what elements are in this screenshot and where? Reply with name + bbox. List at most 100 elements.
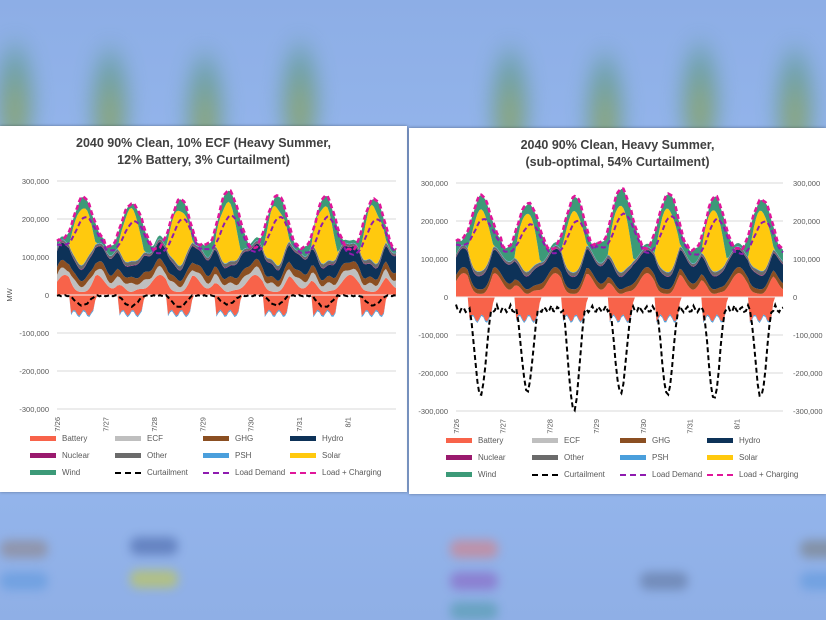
x-tick-label: 7/31 [686, 419, 695, 434]
legend-item-wind: Wind [446, 470, 496, 479]
legend-item-load-demand: Load Demand [620, 470, 702, 479]
x-tick-label: 7/28 [150, 417, 159, 432]
x-tick-label: 8/1 [732, 419, 741, 429]
blurred-legend-swatch [450, 540, 498, 558]
y2-tick-label: 0 [793, 293, 797, 302]
blurred-legend-swatch [450, 602, 498, 620]
area-battery [456, 273, 783, 297]
legend-label: Curtailment [147, 468, 188, 477]
y2-tick-label: -300,000 [793, 407, 823, 416]
legend-swatch [203, 453, 229, 458]
legend-swatch [446, 472, 472, 477]
x-tick-label: 7/26 [452, 419, 461, 434]
legend-item-other: Other [532, 453, 584, 462]
y-tick-label: 100,000 [421, 255, 448, 264]
blurred-peak [678, 35, 722, 145]
area-ecf [57, 265, 396, 292]
legend-swatch [203, 436, 229, 441]
x-tick-label: 7/27 [499, 419, 508, 434]
legend-label: Load + Charging [322, 468, 382, 477]
legend-label: Solar [739, 453, 758, 462]
area-solar [57, 201, 396, 266]
chart-title-left: 2040 90% Clean, 10% ECF (Heavy Summer, 1… [0, 135, 407, 169]
legend-label: Load Demand [235, 468, 286, 477]
y2-tick-label: 100,000 [793, 255, 820, 264]
area-battery [57, 274, 396, 295]
legend-swatch [532, 473, 558, 476]
legend-item-solar: Solar [707, 453, 758, 462]
y2-tick-label: -200,000 [793, 369, 823, 378]
legend-label: Other [564, 453, 585, 462]
legend-item-ecf: ECF [532, 436, 580, 445]
x-tick-label: 7/30 [247, 417, 256, 432]
blurred-legend-swatch [130, 537, 178, 555]
line-load-charging [455, 186, 784, 253]
legend-label: Load Demand [652, 470, 703, 479]
legend-item-wind: Wind [30, 468, 80, 477]
chart-title-line-2: (sub-optimal, 54% Curtailment) [525, 155, 710, 169]
y2-tick-label: 300,000 [793, 179, 820, 188]
line-curtailment [56, 294, 397, 309]
y-tick-label: 300,000 [22, 177, 49, 186]
chart-plot-right: 300,000 300,000 200,000 200,000 100,000 100,0… [418, 179, 823, 434]
legend-label: Battery [478, 436, 504, 445]
legend-item-hydro: Hydro [290, 434, 343, 443]
legend-label: Battery [62, 434, 88, 443]
legend-swatch [707, 455, 733, 460]
x-tick-label: 7/29 [592, 419, 601, 434]
legend-label: Nuclear [62, 451, 90, 460]
y-tick-label: -200,000 [418, 369, 448, 378]
legend-item-nuclear: Nuclear [30, 451, 90, 460]
y-tick-label: -200,000 [19, 367, 49, 376]
legend-item-curtailment: Curtailment [532, 470, 605, 479]
legend-swatch [446, 438, 472, 443]
x-tick-label: 8/1 [344, 417, 353, 427]
legend-item-hydro: Hydro [707, 436, 760, 445]
y-tick-label: 300,000 [421, 179, 448, 188]
legend-label: GHG [652, 436, 671, 445]
legend-label: Hydro [739, 436, 761, 445]
y-tick-label: 100,000 [22, 253, 49, 262]
chart-title-line-2: 12% Battery, 3% Curtailment) [117, 153, 290, 167]
x-tick-label: 7/31 [295, 417, 304, 432]
legend-item-curtailment: Curtailment [115, 468, 188, 477]
blurred-legend-swatch [0, 540, 48, 558]
line-curtailment [455, 301, 784, 413]
legend-label: Solar [322, 451, 341, 460]
line-load-charging [56, 188, 397, 252]
legend-swatch [532, 438, 558, 443]
legend-label: ECF [564, 436, 580, 445]
area-hydro [57, 241, 396, 282]
legend-item-ghg: GHG [620, 436, 670, 445]
legend-item-battery: Battery [446, 436, 503, 445]
legend-item-ghg: GHG [203, 434, 253, 443]
y-tick-label: 0 [45, 291, 49, 300]
legend-item-solar: Solar [290, 451, 341, 460]
legend-swatch [620, 455, 646, 460]
legend-swatch [707, 438, 733, 443]
chart-title-right: 2040 90% Clean, Heavy Summer, (sub-optim… [409, 137, 826, 171]
legend-label: Wind [62, 468, 81, 477]
legend-item-load-charging: Load + Charging [707, 470, 798, 479]
chart-plot-left: 300,000 200,000 100,000 0 -100,000 -200,000 -3… [5, 177, 397, 432]
legend-swatch [707, 473, 733, 476]
y-tick-label: -100,000 [418, 331, 448, 340]
legend-item-other: Other [115, 451, 167, 460]
legend-item-psh: PSH [620, 453, 668, 462]
area-battery-charging [456, 297, 783, 322]
y-tick-label: 200,000 [22, 215, 49, 224]
line-load-demand [56, 214, 397, 256]
legend-swatch [30, 470, 56, 475]
legend-swatch [620, 473, 646, 476]
blurred-legend-swatch [130, 570, 178, 588]
y2-tick-label: 200,000 [793, 217, 820, 226]
area-ghg [456, 267, 783, 294]
legend-swatch [532, 455, 558, 460]
chart-panel-left: 2040 90% Clean, 10% ECF (Heavy Summer, 1… [0, 126, 407, 492]
x-tick-label: 7/28 [545, 419, 554, 434]
legend-label: Nuclear [478, 453, 506, 462]
legend-swatch [115, 453, 141, 458]
area-hydro [456, 248, 783, 290]
y-tick-label: -100,000 [19, 329, 49, 338]
area-ghg [57, 258, 396, 288]
